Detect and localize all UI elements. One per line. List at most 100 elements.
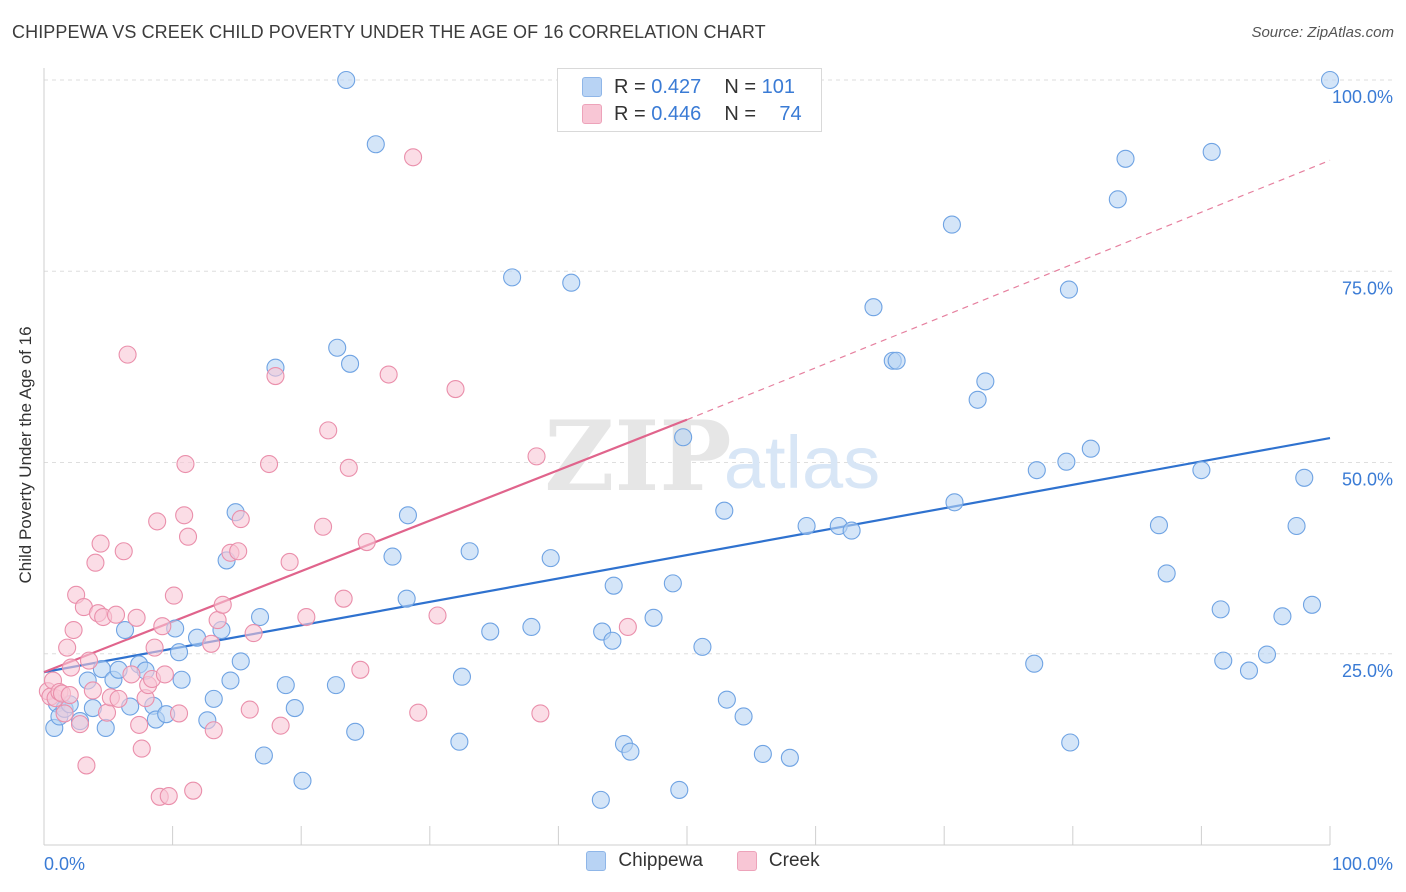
creek-point bbox=[164, 586, 183, 605]
creek-point bbox=[428, 606, 447, 625]
chippewa-point bbox=[96, 718, 115, 738]
chippewa-point bbox=[452, 667, 472, 686]
creek-point bbox=[202, 634, 221, 653]
creek-point bbox=[114, 542, 133, 561]
chippewa-point bbox=[887, 351, 906, 370]
legend-row-creek: R = 0.446 N = 74 bbox=[582, 101, 802, 127]
correlation-legend: R = 0.427 N = 101 R = 0.446 N = 74 bbox=[557, 68, 822, 132]
source-credit: Source: ZipAtlas.com bbox=[1251, 24, 1394, 41]
chippewa-point bbox=[204, 689, 223, 708]
n-label: N = bbox=[724, 75, 757, 98]
creek-trend-extension bbox=[686, 159, 1331, 421]
chippewa-point bbox=[221, 671, 240, 690]
creek-point bbox=[64, 620, 83, 640]
chippewa-point bbox=[1273, 607, 1292, 626]
watermark-atlas: atlas bbox=[724, 421, 880, 504]
chippewa-point bbox=[1320, 70, 1340, 90]
creek-point bbox=[357, 533, 376, 552]
chippewa-point bbox=[383, 547, 402, 566]
creek-point bbox=[184, 781, 203, 800]
creek-point bbox=[379, 365, 398, 384]
chippewa-point bbox=[644, 608, 663, 627]
chippewa-point bbox=[341, 354, 360, 373]
chippewa-point bbox=[503, 268, 522, 287]
y-tick-label: 25.0% bbox=[1342, 661, 1393, 681]
chippewa-swatch bbox=[582, 77, 602, 97]
chippewa-point bbox=[450, 732, 469, 751]
creek-point bbox=[244, 624, 263, 643]
creek-point bbox=[118, 345, 137, 364]
creek-point bbox=[271, 716, 290, 735]
chippewa-point bbox=[797, 516, 816, 536]
chippewa-point bbox=[481, 622, 500, 641]
creek-point bbox=[83, 681, 102, 700]
chippewa-point bbox=[541, 549, 560, 568]
chippewa-point bbox=[522, 617, 541, 637]
creek-point bbox=[70, 715, 90, 734]
chippewa-point bbox=[1287, 516, 1306, 536]
axes bbox=[43, 68, 1331, 846]
chippewa-point bbox=[276, 676, 295, 695]
chippewa-point bbox=[1059, 280, 1078, 299]
chippewa-point bbox=[460, 542, 479, 561]
series-legend: Chippewa Creek bbox=[0, 850, 1406, 872]
creek-point bbox=[175, 506, 194, 525]
creek-point bbox=[297, 607, 316, 627]
r-value-creek: 0.446 bbox=[651, 102, 702, 125]
chippewa-point bbox=[398, 506, 417, 525]
chippewa-point bbox=[976, 372, 995, 391]
chippewa-point bbox=[842, 521, 861, 540]
chippewa-point bbox=[942, 215, 961, 234]
creek-point bbox=[91, 534, 110, 553]
legend-item-chippewa: Chippewa bbox=[586, 850, 703, 872]
chippewa-point bbox=[1061, 733, 1080, 752]
creek-point bbox=[231, 510, 250, 529]
creek-point bbox=[127, 608, 146, 627]
creek-point bbox=[618, 617, 637, 637]
chippewa-point bbox=[1025, 654, 1044, 673]
chippewa-point bbox=[1157, 564, 1176, 583]
chippewa-point bbox=[346, 722, 365, 741]
y-tick-label: 75.0% bbox=[1342, 278, 1393, 298]
chippewa-point bbox=[172, 670, 191, 689]
creek-point bbox=[240, 700, 259, 719]
chippewa-point bbox=[250, 607, 270, 627]
r-value-chippewa: 0.427 bbox=[651, 75, 702, 98]
chippewa-point bbox=[945, 493, 964, 512]
chippewa-point bbox=[1239, 661, 1259, 680]
n-value-creek: 74 bbox=[779, 102, 802, 125]
chippewa-point bbox=[603, 631, 622, 650]
legend-item-creek: Creek bbox=[736, 850, 820, 872]
creek-point bbox=[409, 703, 428, 722]
creek-point bbox=[86, 553, 105, 572]
chippewa-point bbox=[1149, 516, 1169, 535]
r-label: R = bbox=[614, 75, 646, 98]
creek-point bbox=[58, 638, 77, 657]
creek-point bbox=[527, 447, 546, 466]
creek-point bbox=[61, 658, 81, 677]
chippewa-point bbox=[293, 771, 312, 790]
creek-point bbox=[77, 756, 96, 775]
chippewa-point bbox=[169, 643, 189, 662]
chippewa-point bbox=[604, 576, 623, 595]
creek-point bbox=[446, 380, 465, 399]
y-tick-label: 50.0% bbox=[1342, 470, 1393, 490]
creek-point bbox=[97, 703, 117, 722]
chippewa-point bbox=[734, 707, 753, 726]
watermark: ZIP atlas bbox=[544, 400, 880, 513]
chippewa-point bbox=[1202, 142, 1221, 161]
chippewa-point bbox=[753, 744, 772, 764]
creek-point bbox=[339, 458, 358, 477]
chippewa-point bbox=[328, 338, 347, 357]
creek-point bbox=[404, 148, 423, 167]
creek-point bbox=[531, 704, 550, 723]
creek-point bbox=[351, 660, 370, 679]
chippewa-point bbox=[326, 676, 345, 695]
y-axis-label: Child Poverty Under the Age of 16 bbox=[16, 326, 35, 584]
gridlines bbox=[44, 79, 1396, 655]
x-tick-label: 0.0% bbox=[44, 854, 85, 874]
chippewa-legend-swatch bbox=[586, 851, 607, 871]
creek-point bbox=[159, 786, 178, 806]
creek-point bbox=[122, 665, 141, 684]
